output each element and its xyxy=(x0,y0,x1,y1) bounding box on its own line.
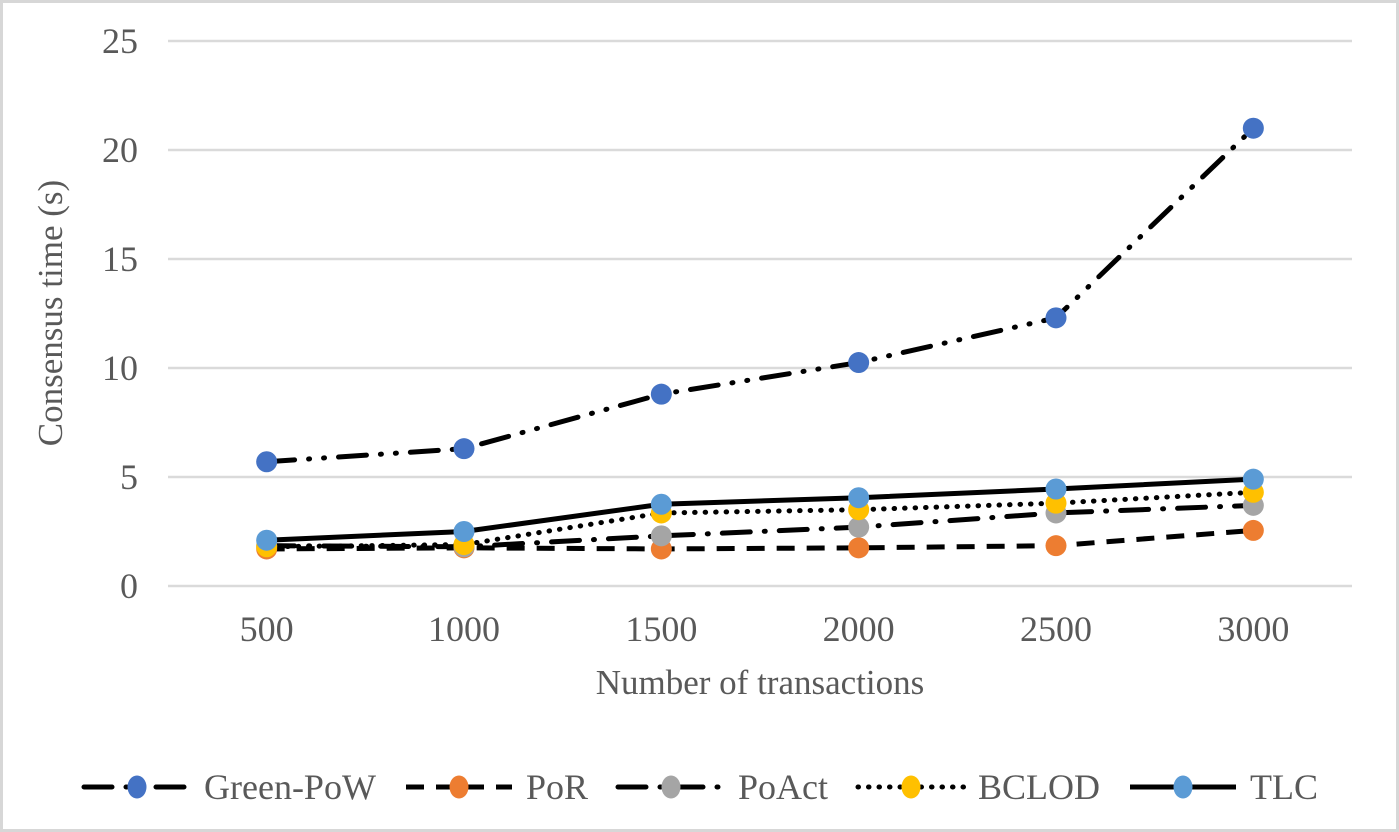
y-tick-label: 5 xyxy=(120,457,138,497)
series-line-bclod xyxy=(264,489,1256,550)
x-tick-label: 2000 xyxy=(823,609,895,649)
legend-label: PoAct xyxy=(737,767,828,807)
legend-line-sample xyxy=(1130,775,1236,799)
legend: Green-PoW PoR PoAct BCLOD TLC xyxy=(0,752,1399,822)
series-line-por xyxy=(266,527,1254,552)
legend-line-sample xyxy=(81,775,193,799)
axis-ticks: 0 5 10 15 20 25 500 1000 1500 2000 2500 3000 xyxy=(102,21,1289,649)
data-point-tlc xyxy=(1242,468,1264,490)
data-point-green-pow xyxy=(650,383,672,405)
x-tick-label: 500 xyxy=(240,609,294,649)
legend-marker xyxy=(127,775,147,799)
legend-label: Green-PoW xyxy=(204,767,376,807)
legend-label: TLC xyxy=(1250,767,1318,807)
data-point-tlc xyxy=(650,493,672,515)
y-axis-title: Consensus time (s) xyxy=(31,180,70,446)
series-line-tlc xyxy=(266,476,1254,543)
legend-label: PoR xyxy=(525,767,588,807)
legend-item-tlc: TLC xyxy=(1127,766,1318,808)
y-tick-label: 10 xyxy=(102,348,138,388)
data-point-tlc xyxy=(453,521,475,542)
y-tick-label: 20 xyxy=(102,130,138,170)
data-point-tlc xyxy=(256,529,278,551)
x-tick-label: 1000 xyxy=(428,609,500,649)
data-point-por xyxy=(1045,535,1067,557)
data-point-green-pow xyxy=(453,438,475,460)
legend-marker xyxy=(1173,775,1193,799)
y-tick-label: 0 xyxy=(120,566,138,606)
data-point-por xyxy=(848,537,870,559)
legend-item-bclod: BCLOD xyxy=(855,766,1100,808)
y-tick-label: 15 xyxy=(102,239,138,279)
legend-item-poact: PoAct xyxy=(615,766,828,808)
data-point-green-pow xyxy=(1242,117,1264,139)
x-tick-label: 3000 xyxy=(1217,609,1289,649)
data-point-por xyxy=(1242,519,1264,541)
series-line-poact xyxy=(264,502,1256,550)
legend-line-sample xyxy=(615,775,727,799)
legend-line-sample xyxy=(405,775,512,799)
legend-line-sample xyxy=(855,775,967,799)
legend-item-por: PoR xyxy=(403,766,588,808)
legend-item-green-pow: Green-PoW xyxy=(81,766,376,808)
series-lines xyxy=(264,125,1256,552)
x-tick-label: 1500 xyxy=(625,609,697,649)
data-point-green-pow xyxy=(848,352,870,374)
plot-area: 0 5 10 15 20 25 500 1000 1500 2000 2500 3000 Number… xyxy=(31,21,1352,702)
data-point-poact xyxy=(650,525,672,547)
legend-marker xyxy=(661,775,681,799)
data-point-tlc xyxy=(1045,478,1067,500)
y-tick-label: 25 xyxy=(102,21,138,61)
data-point-poact xyxy=(848,516,870,538)
data-point-tlc xyxy=(848,487,870,509)
data-point-green-pow xyxy=(256,451,278,473)
data-point-green-pow xyxy=(1045,307,1067,329)
gridlines xyxy=(168,39,1352,588)
x-tick-label: 2500 xyxy=(1020,609,1092,649)
legend-marker xyxy=(901,775,921,799)
series-line-green-pow xyxy=(264,125,1256,465)
series-markers xyxy=(256,117,1264,560)
legend-label: BCLOD xyxy=(977,767,1100,807)
legend-marker xyxy=(449,775,469,799)
x-axis-title: Number of transactions xyxy=(596,663,925,702)
